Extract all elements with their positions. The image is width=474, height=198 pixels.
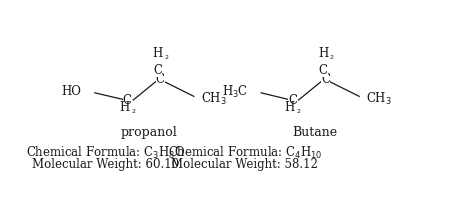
Text: C: C bbox=[123, 94, 132, 107]
Text: Butane: Butane bbox=[292, 126, 337, 139]
Text: C: C bbox=[153, 64, 162, 77]
Text: Chemical Formula: C$_3$H$_8$O: Chemical Formula: C$_3$H$_8$O bbox=[26, 145, 185, 161]
Text: Chemical Formula: C$_4$H$_{10}$: Chemical Formula: C$_4$H$_{10}$ bbox=[167, 145, 322, 161]
Text: H: H bbox=[119, 101, 130, 114]
Text: H$_3$C: H$_3$C bbox=[222, 84, 248, 100]
Text: H: H bbox=[285, 101, 295, 114]
Text: CH$_3$: CH$_3$ bbox=[366, 90, 392, 107]
Text: HO: HO bbox=[62, 85, 82, 98]
Text: C: C bbox=[288, 94, 297, 107]
Text: $_2$: $_2$ bbox=[329, 53, 335, 62]
Text: C: C bbox=[321, 73, 330, 86]
Text: Molecular Weight: 60.10: Molecular Weight: 60.10 bbox=[32, 158, 179, 171]
Text: $_2$: $_2$ bbox=[164, 53, 169, 62]
Text: propanol: propanol bbox=[121, 126, 178, 139]
Text: C: C bbox=[156, 73, 165, 86]
Text: $_2$: $_2$ bbox=[131, 107, 137, 116]
Text: C: C bbox=[319, 64, 328, 77]
Text: H: H bbox=[153, 47, 163, 60]
Text: H: H bbox=[318, 47, 328, 60]
Text: $_2$: $_2$ bbox=[296, 107, 301, 116]
Text: CH$_3$: CH$_3$ bbox=[201, 90, 227, 107]
Text: Molecular Weight: 58.12: Molecular Weight: 58.12 bbox=[171, 158, 318, 171]
